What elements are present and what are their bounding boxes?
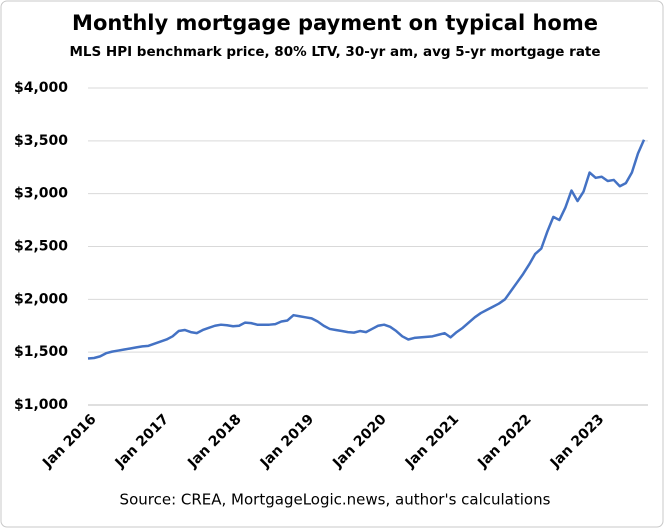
y-tick-label: $3,000 [14,186,68,202]
chart-subtitle: MLS HPI benchmark price, 80% LTV, 30-yr … [69,44,600,60]
y-tick-label: $1,500 [14,344,68,360]
y-tick-label: $1,000 [14,397,68,413]
data-line [87,139,646,360]
y-tick-label: $3,500 [14,133,68,149]
source-note: Source: CREA, MortgageLogic.news, author… [120,491,551,509]
y-tick-label: $2,000 [14,291,68,307]
y-tick-label: $4,000 [14,80,68,96]
chart-title: Monthly mortgage payment on typical home [72,11,598,35]
y-tick-label: $2,500 [14,239,68,255]
